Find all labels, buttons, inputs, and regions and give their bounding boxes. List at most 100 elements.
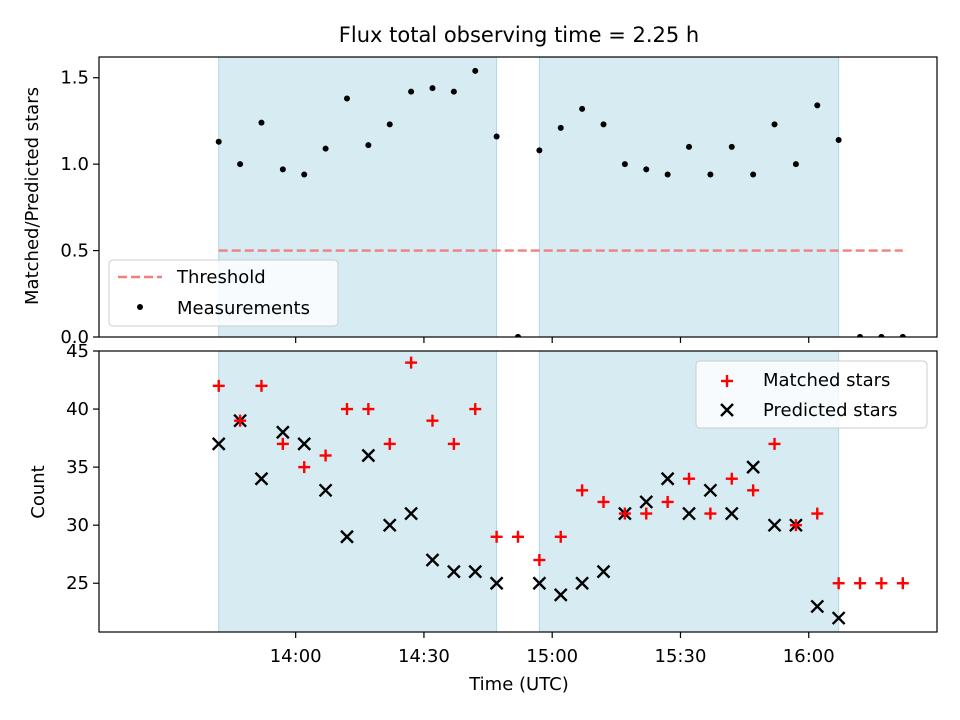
measurement-point: [750, 171, 757, 178]
x-stroke-b: [724, 506, 739, 521]
matched-star-point: [683, 472, 696, 485]
measurement-point: [450, 88, 457, 95]
y-tick-label: 25: [66, 573, 89, 594]
matched-star-point: [276, 437, 289, 450]
measurement-point: [814, 102, 821, 109]
shaded-interval-1: [218, 350, 498, 633]
matched-star-point: [618, 507, 631, 520]
matched-star-point: [255, 379, 268, 392]
predicted-star-point: [746, 460, 761, 474]
predicted-star-point: [553, 587, 568, 602]
x-stroke-b: [404, 506, 418, 521]
matched-star-point: [768, 437, 781, 450]
x-stroke-b: [468, 564, 483, 579]
predicted-star-point: [382, 518, 397, 533]
predicted-star-point: [724, 506, 739, 521]
x-tick-label: 15:00: [526, 646, 578, 667]
predicted-star-point: [404, 506, 418, 521]
predicted-star-point: [682, 506, 696, 521]
x-tick-label: 15:30: [655, 646, 707, 667]
x-stroke-b: [275, 425, 290, 440]
predicted-star-point: [468, 564, 483, 579]
measurement-point: [343, 95, 350, 102]
matched-star-point: [811, 507, 824, 520]
measurement-point: [386, 121, 393, 128]
measurement-point: [792, 161, 799, 168]
axes-frame: [98, 350, 938, 633]
x-stroke-b: [318, 483, 333, 498]
bottom-panel: 25 30 35 40 45 14:00 14:30 15:00 15:30 16:00 Match…: [66, 341, 938, 667]
x-axis-label: Time (UTC): [468, 674, 569, 695]
measurement-point: [429, 85, 436, 92]
y-tick-label: 30: [66, 515, 89, 536]
measurement-point: [621, 161, 628, 168]
legend-matched-label: Matched stars: [763, 370, 890, 391]
x-stroke-b: [211, 437, 226, 451]
measurement-point-at-zero: [899, 334, 906, 337]
matched-star-point: [725, 472, 738, 485]
x-stroke-b: [340, 529, 354, 544]
x-stroke-b: [254, 471, 269, 486]
x-stroke-b: [361, 448, 376, 463]
predicted-stars-series: [211, 413, 846, 625]
matched-star-point: [789, 519, 802, 532]
x-stroke-b: [532, 576, 547, 591]
matched-star-point: [597, 495, 610, 508]
predicted-star-point: [361, 448, 376, 463]
matched-star-point: [234, 414, 247, 427]
legend-predicted-label: Predicted stars: [763, 400, 897, 421]
measurement-point: [707, 171, 714, 178]
x-stroke-b: [639, 495, 654, 509]
matched-star-point: [490, 530, 503, 543]
x-stroke-b: [447, 564, 461, 579]
matched-star-point: [533, 554, 546, 567]
measurement-point: [301, 171, 308, 178]
measurement-point: [237, 161, 244, 168]
y-tick-label: 35: [66, 457, 89, 478]
measurement-point: [258, 119, 265, 126]
y-tick-label: 0.0: [60, 327, 89, 348]
matched-star-point: [832, 577, 845, 590]
matched-star-point: [896, 577, 909, 590]
matched-star-point: [298, 461, 311, 474]
top-y-axis-label: Matched/Predicted stars: [22, 87, 43, 305]
x-stroke-b: [382, 518, 397, 533]
x-stroke-b: [660, 471, 675, 486]
measurement-point: [279, 166, 286, 173]
chart-title: Flux total observing time = 2.25 h: [339, 23, 699, 47]
legend-threshold-label: Threshold: [176, 267, 266, 288]
predicted-star-point: [831, 611, 846, 625]
measurement-point: [493, 133, 500, 140]
measurement-point: [408, 88, 415, 95]
legend-measurement-swatch: [137, 304, 143, 310]
bottom-legend: Matched stars Predicted stars: [695, 360, 928, 429]
measurement-point: [728, 143, 735, 150]
legend-box: [695, 360, 928, 429]
matched-star-point: [469, 403, 482, 416]
measurement-point: [557, 124, 564, 131]
predicted-star-point: [532, 576, 547, 591]
matched-star-point: [426, 414, 439, 427]
measurement-point: [771, 121, 778, 128]
x-stroke-b: [297, 437, 312, 451]
predicted-star-point: [703, 483, 718, 498]
predicted-star-point: [297, 437, 312, 451]
measurement-point: [643, 166, 650, 173]
x-stroke-b: [767, 518, 782, 533]
predicted-star-point: [596, 564, 611, 579]
measurement-point: [664, 171, 671, 178]
x-stroke-b: [810, 599, 825, 614]
legend-matched-swatch: [721, 375, 733, 387]
matched-star-point: [319, 449, 332, 462]
top-panel: 0.0 0.5 1.0 1.5 Threshold Measurements: [60, 56, 938, 348]
predicted-star-point: [254, 471, 269, 486]
y-tick-label: 1.0: [60, 154, 89, 175]
matched-star-point: [447, 437, 460, 450]
measurement-point: [322, 145, 329, 152]
measurement-point: [365, 142, 372, 149]
predicted-star-point: [489, 576, 504, 591]
shaded-interval-2: [538, 56, 840, 338]
measurement-point: [835, 136, 842, 143]
legend-predicted-swatch: [720, 403, 734, 417]
